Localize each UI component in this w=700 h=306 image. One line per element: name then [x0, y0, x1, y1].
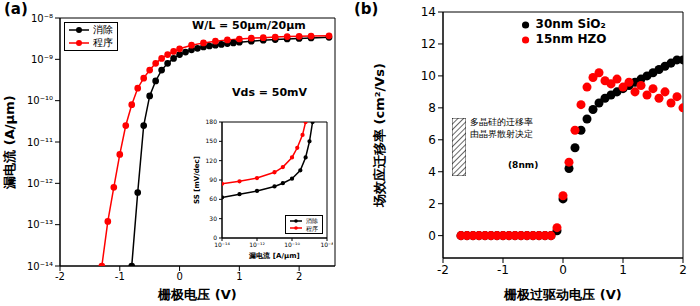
svg-text:10⁻¹³: 10⁻¹³ [27, 219, 53, 230]
svg-text:-2: -2 [55, 271, 65, 282]
html-text:多晶硅的迁移率 由晶界散射决定: 多晶硅的迁移率 由晶界散射决定 [470, 117, 533, 140]
html-text:(a): (a) [4, 0, 28, 18]
html-text:15nm HZO: 15nm HZO [535, 32, 607, 46]
html-text:W/L = 50μm/20μm: W/L = 50μm/20μm [192, 19, 306, 32]
svg-text:14: 14 [421, 5, 436, 19]
svg-text:6: 6 [428, 133, 436, 147]
html-text:漏电流 (A/μm): 漏电流 (A/μm) [2, 95, 17, 189]
svg-text:2: 2 [428, 197, 436, 211]
svg-text:10⁻¹¹: 10⁻¹¹ [27, 137, 53, 148]
svg-text:10⁻¹⁰: 10⁻¹⁰ [284, 241, 300, 248]
svg-text:180: 180 [206, 118, 218, 125]
svg-text:1: 1 [236, 271, 242, 282]
svg-text:60: 60 [209, 195, 217, 202]
html-text:漏电流 [A/μm]: 漏电流 [A/μm] [249, 252, 300, 260]
svg-text:10⁻⁹: 10⁻⁹ [31, 54, 53, 65]
svg-text:10⁻¹⁰: 10⁻¹⁰ [27, 95, 53, 106]
svg-text:-1: -1 [497, 263, 509, 277]
svg-text:-2: -2 [437, 263, 449, 277]
svg-text:2: 2 [679, 263, 687, 277]
svg-text:-1: -1 [115, 271, 125, 282]
svg-text:10⁻⁸: 10⁻⁸ [320, 241, 333, 248]
html-text:栅极过驱动电压 (V): 栅极过驱动电压 (V) [504, 287, 622, 302]
html-text:消除: 消除 [93, 24, 113, 35]
svg-text:4: 4 [428, 165, 436, 179]
svg-text:0: 0 [176, 271, 182, 282]
svg-text:10⁻¹⁴: 10⁻¹⁴ [27, 261, 53, 272]
svg-text:12: 12 [421, 37, 436, 51]
svg-text:10⁻¹⁴: 10⁻¹⁴ [214, 241, 230, 248]
svg-text:10: 10 [421, 69, 436, 83]
svg-text:0: 0 [213, 234, 217, 241]
svg-text:10⁻⁸: 10⁻⁸ [31, 13, 53, 24]
html-text:SS [mV/dec]: SS [mV/dec] [193, 156, 201, 204]
html-text:(8nm): (8nm) [508, 160, 539, 170]
svg-text:10⁻¹²: 10⁻¹² [249, 241, 265, 248]
html-text:程序: 程序 [93, 36, 113, 48]
html-text:30nm SiO₂: 30nm SiO₂ [535, 17, 606, 31]
html-text:程序: 程序 [306, 224, 318, 232]
svg-text:2: 2 [296, 271, 302, 282]
html-text:栅极电压 (V): 栅极电压 (V) [158, 287, 237, 302]
html-text:Vds = 50mV: Vds = 50mV [232, 86, 308, 99]
svg-text:120: 120 [206, 157, 218, 164]
svg-text:1: 1 [619, 263, 627, 277]
html-text:消除: 消除 [306, 217, 318, 224]
svg-text:150: 150 [206, 137, 218, 144]
html-text:(b): (b) [354, 0, 379, 18]
svg-text:8: 8 [428, 101, 436, 115]
html-text:场效应迁移率 (cm²/Vs): 场效应迁移率 (cm²/Vs) [372, 63, 387, 207]
svg-text:0: 0 [559, 263, 567, 277]
svg-text:10⁻¹²: 10⁻¹² [27, 178, 53, 189]
svg-text:0: 0 [428, 229, 436, 243]
svg-text:90: 90 [209, 176, 217, 183]
svg-text:30: 30 [209, 215, 217, 222]
